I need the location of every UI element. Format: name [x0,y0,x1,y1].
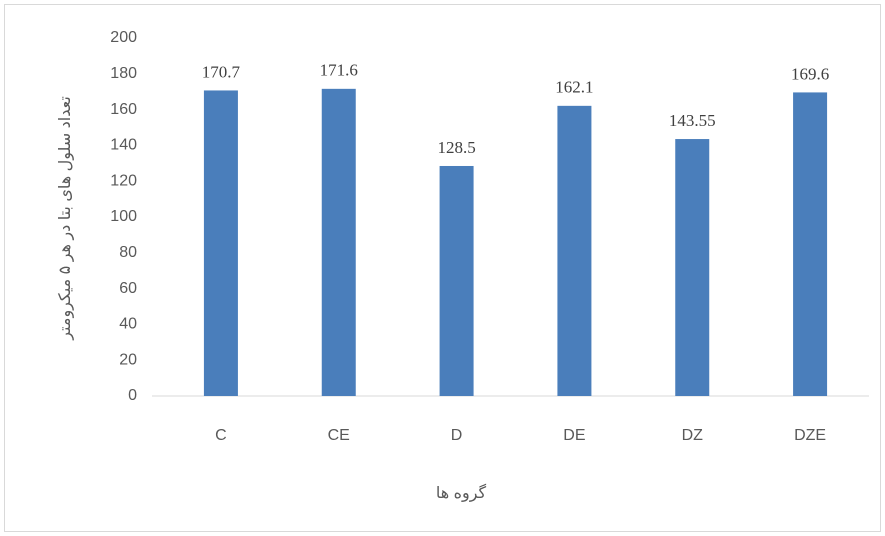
y-tick-label: 100 [110,208,137,225]
y-tick-label: 60 [119,280,137,297]
y-tick-label: 40 [119,316,137,333]
x-tick-label: D [451,427,463,444]
y-tick-label: 0 [128,387,137,404]
value-label: 170.7 [202,62,241,81]
x-axis-title: گروه ها [436,483,487,503]
bar [439,165,474,396]
value-label: 143.55 [669,111,716,130]
x-tick-label: DE [563,427,585,444]
y-tick-label: 80 [119,244,137,261]
bar [675,139,710,396]
bar [203,90,238,397]
x-tick-label: CE [328,427,350,444]
value-label: 169.6 [791,64,829,83]
y-tick-label: 180 [110,65,137,82]
x-tick-label: DZE [794,427,826,444]
x-tick-label: C [215,427,227,444]
y-tick-label: 160 [110,101,137,118]
x-tick-label: DZ [682,427,704,444]
y-tick-label: 140 [110,137,137,154]
value-label: 128.5 [437,138,475,157]
bar [321,88,356,396]
value-label: 171.6 [320,61,358,80]
bar [793,92,828,396]
value-label: 162.1 [555,78,593,97]
y-axis-title: تعداد سلول های بتا در هر ۵ میکرومتر [57,96,75,341]
y-tick-label: 200 [110,29,137,46]
y-tick-label: 120 [110,172,137,189]
y-tick-label: 20 [119,351,137,368]
bar [557,105,592,396]
